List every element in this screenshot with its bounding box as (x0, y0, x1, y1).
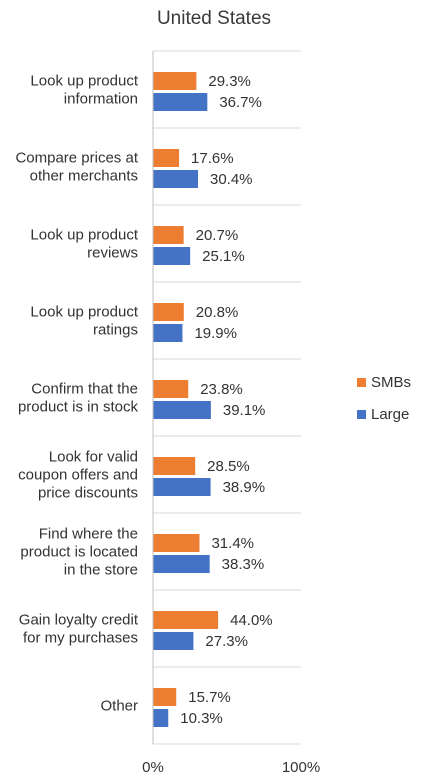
data-label-large: 10.3% (180, 710, 223, 727)
x-tick-label: 0% (142, 759, 164, 772)
bars (153, 72, 219, 727)
data-label-large: 39.1% (223, 402, 266, 419)
x-axis: 0% 100% (142, 51, 320, 772)
bar-smbs (153, 688, 177, 706)
legend: SMBs Large (357, 374, 411, 423)
gridlines (153, 50, 301, 745)
category-label: Find where the product is located in the s… (20, 526, 138, 579)
bar-large (153, 324, 183, 342)
bar-large (153, 401, 211, 419)
category-label: Confirm that the product is in stock (18, 381, 139, 416)
category-label: Look for valid coupon offers and price dis… (18, 449, 138, 502)
category-labels: Look up product information Compare prices… (15, 73, 138, 715)
data-label-large: 38.3% (222, 556, 265, 573)
bar-large (153, 478, 211, 496)
bar-smbs (153, 380, 189, 398)
category-label: Look up product reviews (30, 227, 138, 262)
legend-swatch-large (357, 410, 366, 419)
bar-smbs (153, 611, 219, 629)
bar-large (153, 247, 191, 265)
legend-label-large: Large (371, 406, 409, 423)
category-label: Look up product ratings (30, 304, 138, 339)
data-label-smbs: 20.7% (196, 227, 239, 244)
data-labels: 29.3% 17.6% 20.7% 20.8% 23.8% 28.5% 31.4% 44.0%… (180, 73, 272, 727)
data-label-smbs: 28.5% (207, 458, 250, 475)
data-label-large: 36.7% (219, 94, 262, 111)
bar-smbs (153, 72, 197, 90)
bar-large (153, 555, 210, 573)
data-label-large: 27.3% (205, 633, 248, 650)
x-tick-label: 100% (282, 759, 320, 772)
bar-large (153, 93, 208, 111)
bar-smbs (153, 226, 184, 244)
bar-smbs (153, 303, 184, 321)
data-label-smbs: 20.8% (196, 304, 239, 321)
bar-large (153, 170, 198, 188)
category-label: Look up product information (30, 73, 138, 108)
data-label-smbs: 29.3% (208, 73, 251, 90)
category-label: Compare prices at other merchants (15, 150, 138, 185)
data-label-large: 38.9% (223, 479, 266, 496)
bar-smbs (153, 149, 180, 167)
data-label-smbs: 17.6% (191, 150, 234, 167)
data-label-smbs: 15.7% (188, 689, 231, 706)
data-label-large: 30.4% (210, 171, 253, 188)
data-label-smbs: 23.8% (200, 381, 243, 398)
data-label-large: 25.1% (202, 248, 245, 265)
bar-smbs (153, 534, 200, 552)
bar-smbs (153, 457, 196, 475)
category-label: Gain loyalty credit for my purchases (19, 612, 139, 647)
legend-swatch-smbs (357, 378, 366, 387)
bar-large (153, 709, 169, 727)
data-label-smbs: 31.4% (211, 535, 254, 552)
data-label-large: 19.9% (194, 325, 237, 342)
bar-large (153, 632, 194, 650)
legend-label-smbs: SMBs (371, 374, 411, 391)
chart-title: United States (157, 8, 271, 29)
data-label-smbs: 44.0% (230, 612, 273, 629)
category-label: Other (100, 698, 138, 715)
